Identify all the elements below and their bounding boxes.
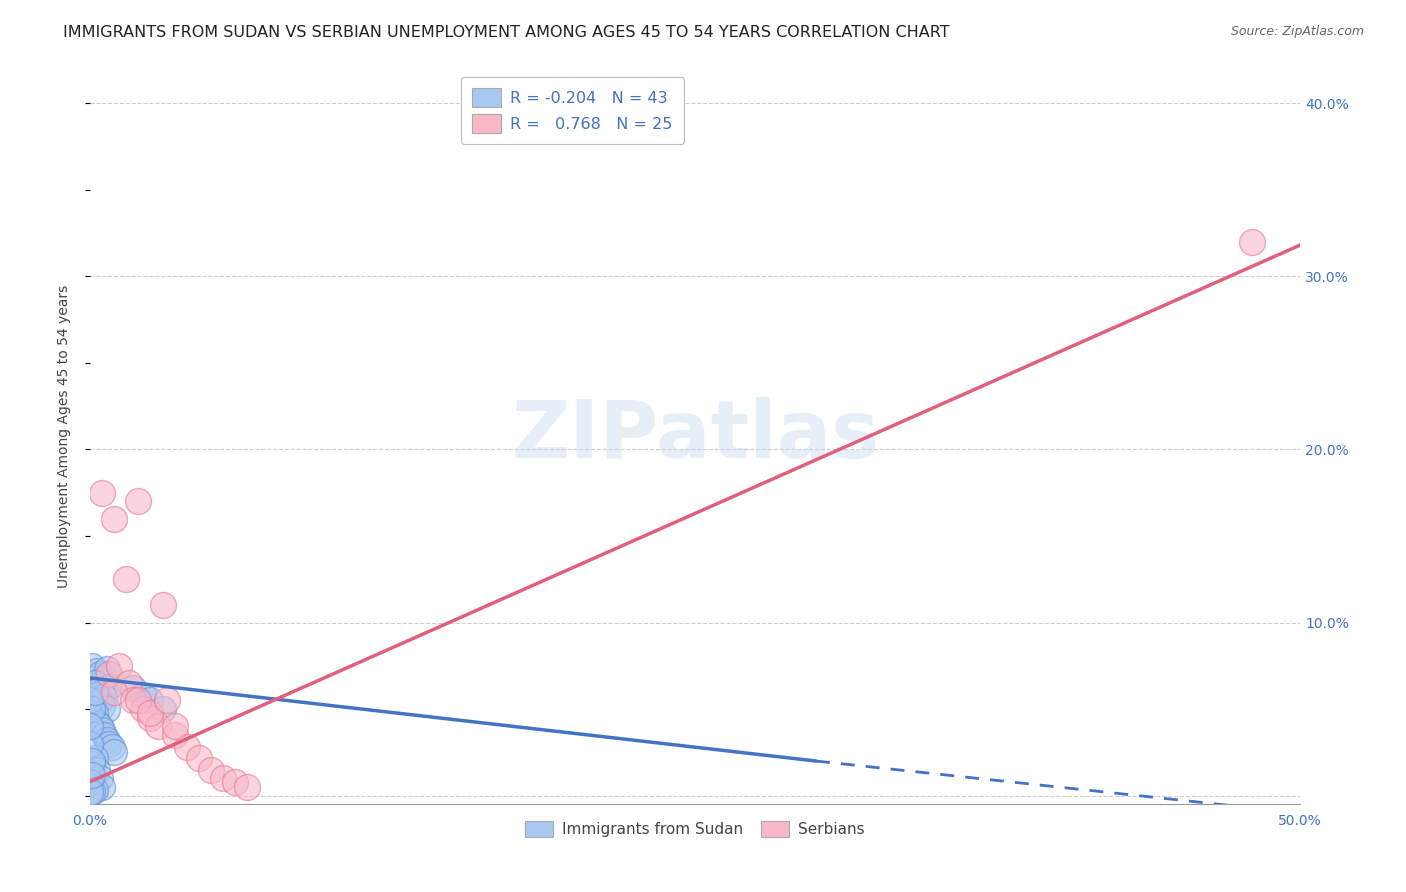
Point bbox=[86, 763, 108, 777]
Point bbox=[89, 667, 111, 681]
Point bbox=[100, 740, 122, 755]
Point bbox=[127, 693, 149, 707]
Point bbox=[91, 780, 114, 794]
Point bbox=[176, 740, 198, 755]
Point bbox=[79, 774, 101, 789]
Point bbox=[163, 728, 186, 742]
Point bbox=[122, 693, 145, 707]
Point bbox=[139, 706, 162, 720]
Point bbox=[212, 772, 235, 786]
Point bbox=[82, 757, 104, 772]
Point bbox=[152, 598, 174, 612]
Point bbox=[83, 676, 105, 690]
Text: Source: ZipAtlas.com: Source: ZipAtlas.com bbox=[1230, 25, 1364, 38]
Legend: Immigrants from Sudan, Serbians: Immigrants from Sudan, Serbians bbox=[517, 814, 872, 845]
Point bbox=[103, 685, 125, 699]
Point bbox=[91, 485, 114, 500]
Point bbox=[83, 685, 105, 699]
Point bbox=[86, 715, 108, 730]
Point bbox=[83, 783, 105, 797]
Point bbox=[156, 693, 179, 707]
Point bbox=[1240, 235, 1263, 249]
Text: ZIPatlas: ZIPatlas bbox=[510, 398, 879, 475]
Point bbox=[89, 719, 111, 733]
Point bbox=[82, 702, 104, 716]
Point bbox=[187, 750, 209, 764]
Point bbox=[132, 688, 155, 702]
Text: IMMIGRANTS FROM SUDAN VS SERBIAN UNEMPLOYMENT AMONG AGES 45 TO 54 YEARS CORRELAT: IMMIGRANTS FROM SUDAN VS SERBIAN UNEMPLO… bbox=[63, 25, 950, 40]
Point bbox=[96, 733, 118, 747]
Point bbox=[115, 572, 138, 586]
Point bbox=[127, 494, 149, 508]
Point bbox=[132, 702, 155, 716]
Point bbox=[224, 774, 246, 789]
Point bbox=[139, 693, 162, 707]
Point bbox=[103, 745, 125, 759]
Point bbox=[118, 676, 141, 690]
Point bbox=[82, 711, 104, 725]
Point bbox=[236, 780, 259, 794]
Point bbox=[86, 664, 108, 678]
Point bbox=[79, 693, 101, 707]
Point bbox=[98, 680, 121, 694]
Point bbox=[82, 658, 104, 673]
Point bbox=[146, 719, 169, 733]
Point bbox=[89, 693, 111, 707]
Point bbox=[96, 702, 118, 716]
Point bbox=[98, 737, 121, 751]
Point bbox=[79, 737, 101, 751]
Point bbox=[200, 763, 222, 777]
Point bbox=[79, 785, 101, 799]
Point bbox=[122, 681, 145, 696]
Point bbox=[103, 511, 125, 525]
Point bbox=[83, 706, 105, 720]
Point bbox=[83, 750, 105, 764]
Point bbox=[152, 702, 174, 716]
Point bbox=[98, 667, 121, 681]
Point bbox=[93, 728, 115, 742]
Y-axis label: Unemployment Among Ages 45 to 54 years: Unemployment Among Ages 45 to 54 years bbox=[58, 285, 72, 588]
Point bbox=[91, 723, 114, 737]
Point bbox=[89, 772, 111, 786]
Point bbox=[91, 685, 114, 699]
Point bbox=[163, 719, 186, 733]
Point bbox=[86, 688, 108, 702]
Point bbox=[82, 754, 104, 768]
Point bbox=[93, 671, 115, 685]
Point bbox=[82, 768, 104, 782]
Point bbox=[108, 658, 131, 673]
Point bbox=[79, 719, 101, 733]
Point bbox=[91, 698, 114, 713]
Point bbox=[93, 690, 115, 704]
Point bbox=[96, 662, 118, 676]
Point bbox=[82, 785, 104, 799]
Point bbox=[139, 711, 162, 725]
